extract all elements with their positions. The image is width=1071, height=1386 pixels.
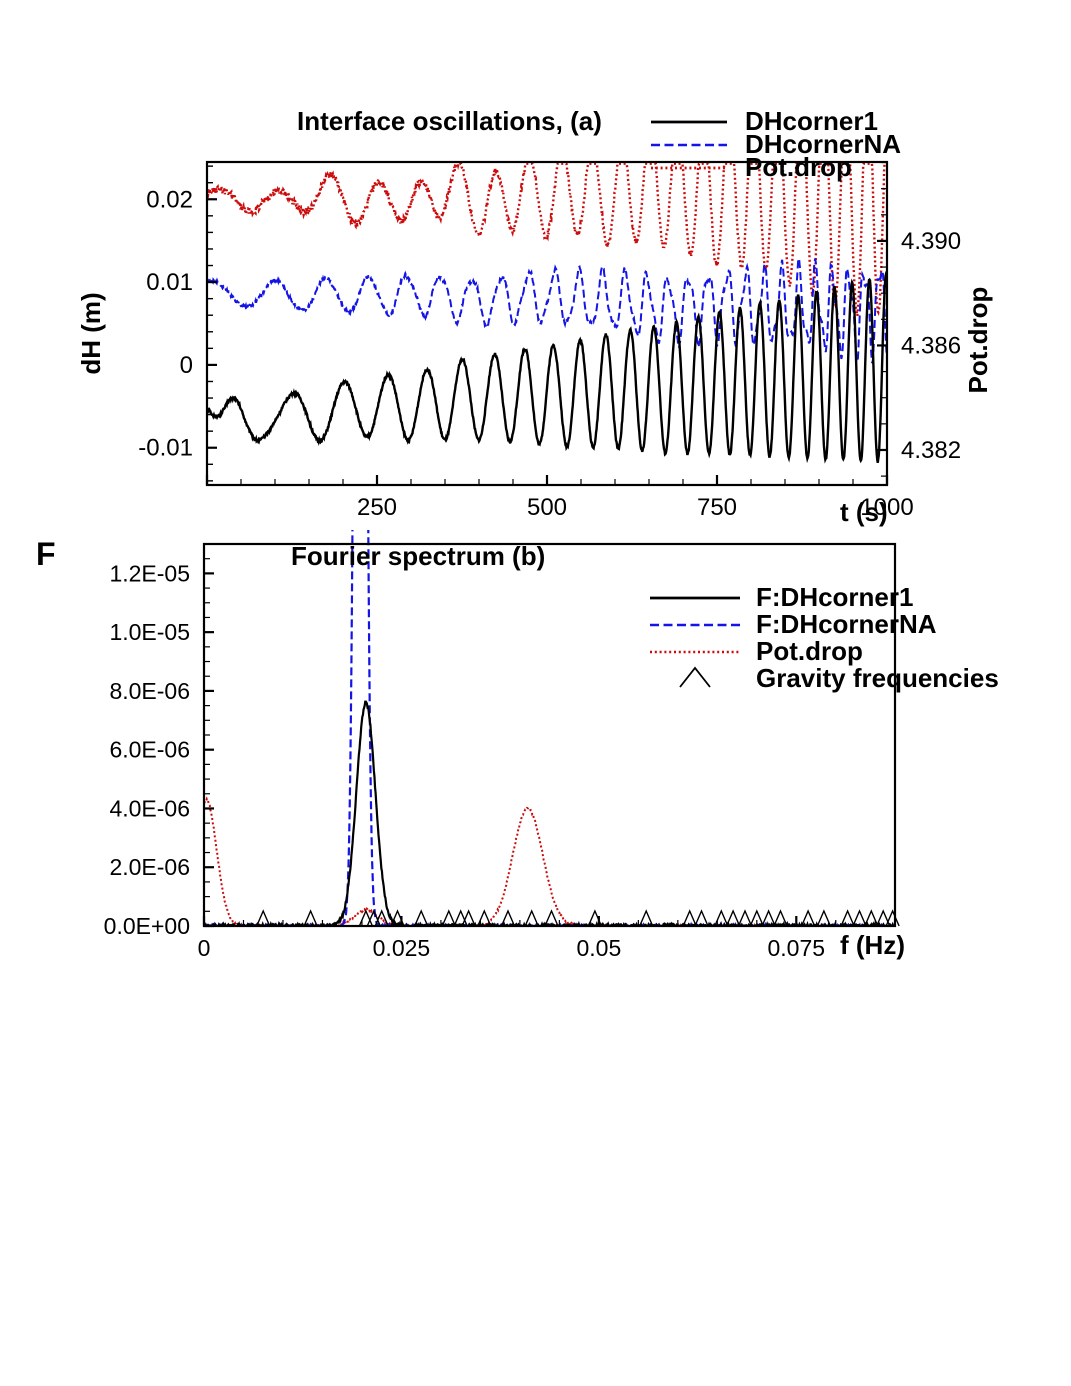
svg-text:0.025: 0.025 (373, 935, 431, 961)
svg-text:0: 0 (180, 352, 193, 379)
svg-text:Interface oscillations, (a): Interface oscillations, (a) (297, 106, 602, 136)
svg-text:4.382: 4.382 (901, 437, 961, 464)
svg-text:Gravity frequencies: Gravity frequencies (756, 663, 999, 693)
svg-text:1.2E-05: 1.2E-05 (109, 560, 190, 586)
svg-text:0.01: 0.01 (146, 269, 193, 296)
svg-text:750: 750 (697, 494, 737, 521)
svg-text:2.0E-06: 2.0E-06 (109, 854, 190, 880)
svg-text:4.386: 4.386 (901, 332, 961, 359)
svg-text:Pot.drop: Pot.drop (745, 152, 852, 182)
svg-text:0.02: 0.02 (146, 186, 193, 213)
svg-text:8.0E-06: 8.0E-06 (109, 678, 190, 704)
svg-text:250: 250 (357, 494, 397, 521)
svg-text:F:DHcornerNA: F:DHcornerNA (756, 609, 937, 639)
svg-text:Pot.drop: Pot.drop (756, 636, 863, 666)
svg-text:-0.01: -0.01 (138, 435, 193, 462)
svg-text:0.0E+00: 0.0E+00 (104, 913, 190, 939)
svg-text:0: 0 (198, 935, 211, 961)
svg-text:500: 500 (527, 494, 567, 521)
svg-text:0.075: 0.075 (768, 935, 826, 961)
svg-text:dH (m): dH (m) (76, 292, 106, 374)
svg-text:Fourier spectrum (b): Fourier spectrum (b) (291, 541, 545, 571)
svg-text:t (s): t (s) (840, 497, 888, 527)
svg-text:4.0E-06: 4.0E-06 (109, 795, 190, 821)
svg-text:4.390: 4.390 (901, 228, 961, 255)
svg-text:f (Hz): f (Hz) (840, 930, 905, 960)
svg-text:1.0E-05: 1.0E-05 (109, 619, 190, 645)
svg-text:F:DHcorner1: F:DHcorner1 (756, 582, 913, 612)
svg-text:6.0E-06: 6.0E-06 (109, 737, 190, 763)
svg-text:F: F (36, 536, 56, 572)
svg-text:0.05: 0.05 (576, 935, 621, 961)
svg-text:Pot.drop: Pot.drop (963, 287, 993, 394)
